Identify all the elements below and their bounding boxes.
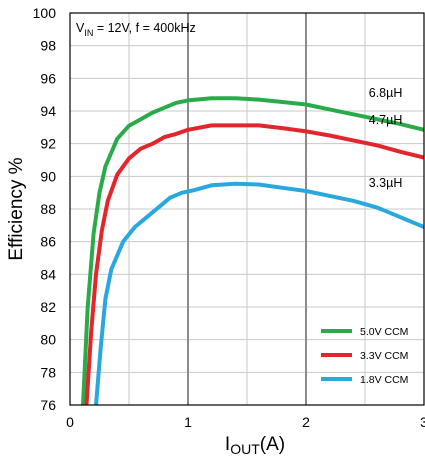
x-tick-label: 1	[184, 414, 192, 430]
condition-label: VIN = 12V, f = 400kHz	[76, 21, 196, 38]
plot-frame	[69, 12, 425, 406]
y-tick-label: 82	[40, 299, 56, 315]
inductor-annotation: 3.3µH	[369, 176, 403, 190]
legend-label: 5.0V CCM	[360, 326, 408, 338]
inductor-annotation: 6.8µH	[369, 86, 403, 100]
series-line-3-3v-ccm	[84, 123, 424, 405]
condition-rest: = 12V, f = 400kHz	[93, 21, 195, 35]
y-tick-label: 100	[33, 5, 57, 21]
y-tick-label: 76	[40, 397, 56, 413]
x-axis-title-main: I	[225, 434, 230, 455]
legend-label: 3.3V CCM	[360, 350, 408, 362]
y-tick-label: 96	[40, 70, 56, 86]
x-axis-title: IOUT(A)	[225, 434, 285, 457]
x-tick-label: 2	[302, 414, 310, 430]
y-tick-label: 86	[40, 234, 56, 250]
inductor-annotations: 6.8µH 4.7µH 3.3µH	[369, 86, 403, 190]
grid-lines	[70, 13, 424, 405]
y-tick-label: 94	[40, 103, 56, 119]
x-axis-title-sub: OUT	[230, 441, 260, 457]
series-line-5-0v-ccm	[81, 96, 424, 405]
legend-label: 1.8V CCM	[360, 374, 408, 386]
condition-v-sub: IN	[84, 28, 93, 38]
y-tick-label: 84	[40, 266, 56, 282]
y-tick-label: 88	[40, 201, 56, 217]
y-tick-label: 90	[40, 168, 56, 184]
y-tick-label: 98	[40, 38, 56, 54]
y-tick-label: 78	[40, 364, 56, 380]
series-lines	[81, 96, 424, 405]
axis-ticks: 76 78 80 82 84 86 88 90 92 94 96 98 100 0 1 2 3	[33, 5, 425, 430]
y-axis-title: Efficiency %	[6, 157, 27, 260]
x-axis-title-tail: (A)	[260, 434, 285, 455]
y-tick-label: 92	[40, 136, 56, 152]
legend: 5.0V CCM 3.3V CCM 1.8V CCM	[321, 326, 408, 386]
condition-v: V	[76, 21, 85, 35]
y-tick-label: 80	[40, 332, 56, 348]
inductor-annotation: 4.7µH	[369, 113, 403, 127]
x-tick-label: 0	[66, 414, 74, 430]
x-tick-label: 3	[420, 414, 425, 430]
series-line-1-8v-ccm	[94, 181, 424, 405]
